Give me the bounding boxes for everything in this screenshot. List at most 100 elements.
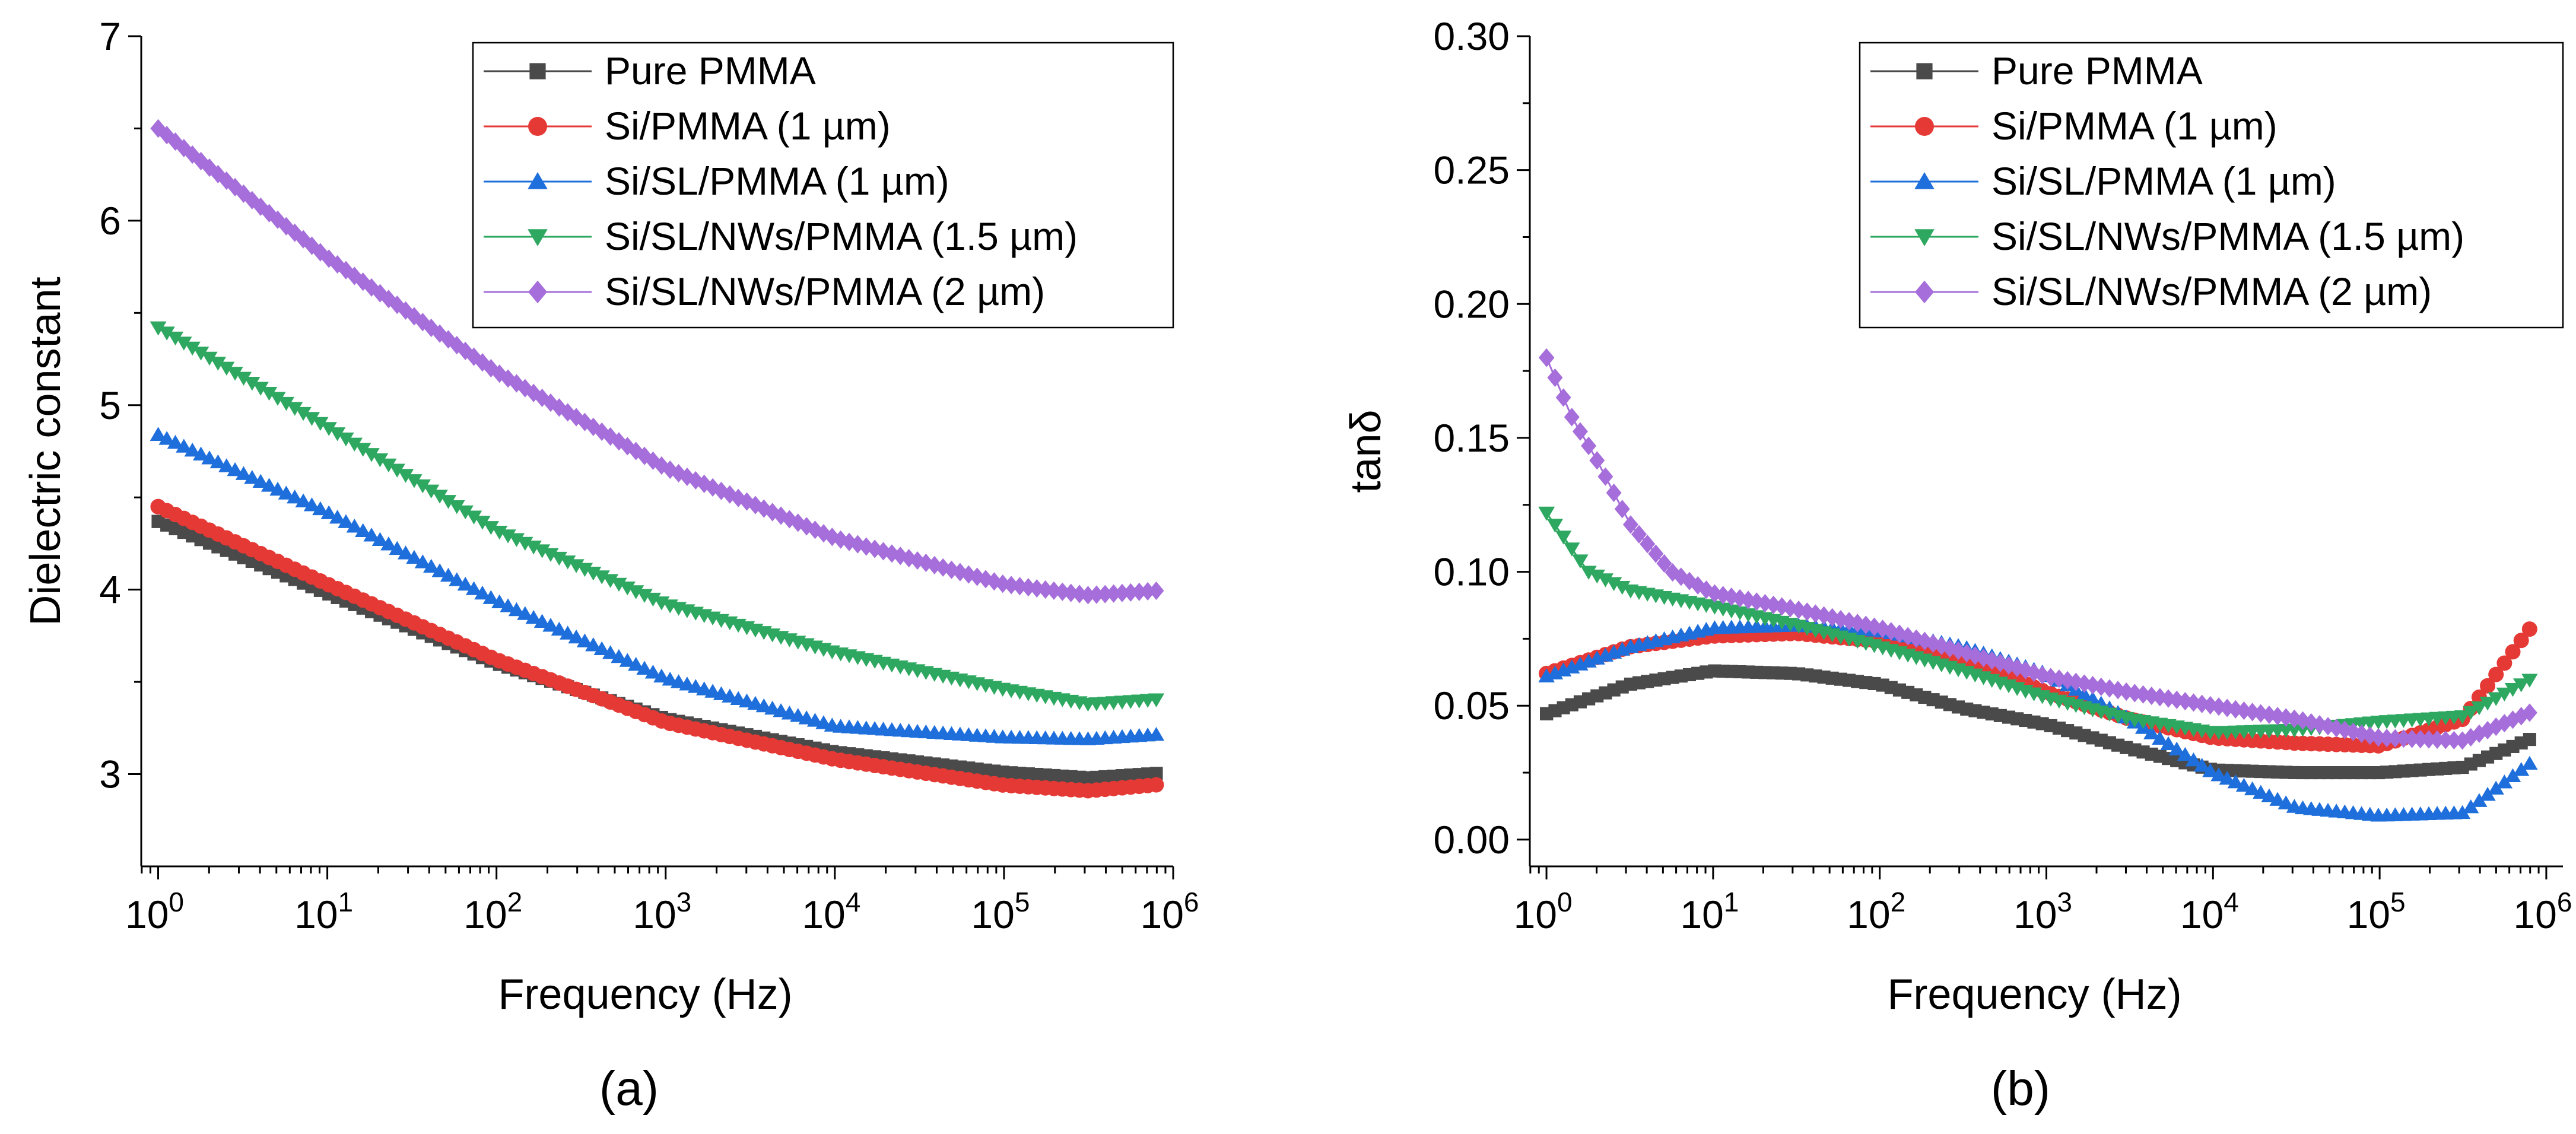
data-point (380, 458, 397, 473)
data-point (2143, 725, 2160, 739)
legend-label: Si/SL/NWs/PMMA (1.5 µm) (605, 214, 1078, 258)
data-point (585, 637, 602, 652)
data-point (611, 649, 627, 663)
data-point (525, 541, 542, 555)
x-tick-label: 103 (2013, 887, 2072, 936)
data-point (602, 645, 619, 659)
data-point (1149, 767, 1163, 780)
legend-marker (528, 117, 547, 136)
data-point (653, 668, 670, 683)
data-point (2110, 681, 2126, 700)
data-point (2505, 644, 2521, 660)
data-point (389, 295, 405, 315)
x-tick-label: 105 (971, 887, 1030, 936)
data-point (2523, 733, 2536, 747)
data-point (1656, 554, 1672, 573)
data-point (2152, 688, 2168, 707)
data-point (440, 567, 457, 582)
data-point (2161, 689, 2177, 708)
data-point (414, 479, 431, 494)
data-point (952, 563, 968, 582)
data-point (1046, 581, 1062, 600)
data-point (1547, 368, 1563, 387)
data-point (560, 625, 576, 640)
data-point (201, 158, 217, 177)
data-point (201, 450, 218, 465)
data-point (150, 427, 167, 441)
data-point (465, 510, 482, 525)
data-point (227, 462, 243, 477)
data-point (1631, 525, 1647, 544)
data-point (551, 621, 567, 636)
data-point (739, 492, 755, 511)
data-point (602, 574, 619, 588)
data-point (508, 533, 525, 547)
data-point (269, 392, 286, 406)
legend-marker (528, 280, 547, 304)
data-point (961, 565, 977, 584)
legend-label: Pure PMMA (1991, 49, 2203, 93)
data-point (611, 577, 627, 592)
data-point (705, 478, 721, 497)
data-point (167, 331, 184, 346)
data-point (1555, 531, 1572, 545)
data-point (1564, 542, 1580, 557)
data-point (2513, 633, 2529, 649)
data-point (449, 336, 465, 355)
data-point (449, 500, 465, 514)
x-tick-label: 101 (294, 887, 353, 936)
data-point (320, 422, 337, 436)
legend-marker (1914, 229, 1935, 246)
data-point (397, 545, 414, 560)
data-point (2504, 768, 2521, 783)
data-point (449, 572, 465, 586)
data-point (491, 594, 508, 609)
data-point (2244, 781, 2261, 796)
chart-panel-a: 3 4 5 6 7 100 101 102 103 104 105 106 Frequency (Hz)… (22, 14, 1199, 1116)
data-point (261, 386, 278, 401)
data-point (431, 490, 448, 504)
data-point (296, 230, 312, 249)
data-point (474, 585, 491, 600)
data-point (389, 463, 405, 478)
data-point (2143, 686, 2159, 706)
data-point (644, 665, 662, 679)
y-axis-label: Dielectric constant (22, 277, 69, 625)
data-point (2438, 730, 2454, 749)
data-point (2278, 795, 2294, 809)
data-point (533, 614, 551, 628)
data-point (525, 609, 542, 624)
y-tick-label: 0.15 (1434, 416, 1510, 460)
data-point (210, 164, 226, 184)
legend-marker (1915, 117, 1934, 136)
legend-box (1859, 42, 2564, 329)
data-point (2177, 747, 2193, 761)
data-point (2496, 655, 2513, 671)
legend-marker (528, 172, 548, 189)
data-point (2521, 674, 2538, 688)
data-point (2463, 706, 2479, 720)
y-tick-label: 3 (99, 752, 121, 796)
data-point (500, 529, 516, 544)
data-point (193, 151, 209, 171)
data-point (636, 589, 653, 603)
data-point (1555, 388, 1571, 407)
data-point (1816, 606, 1832, 625)
data-point (2471, 701, 2488, 716)
data-point (500, 369, 516, 388)
x-axis-label: Frequency (Hz) (1887, 971, 2181, 1018)
data-point (1933, 636, 1949, 656)
data-point (1581, 436, 1597, 455)
data-point (517, 536, 533, 551)
data-point (474, 516, 491, 530)
data-point (500, 598, 516, 612)
legend-label: Si/SL/NWs/PMMA (2 µm) (605, 269, 1045, 313)
data-point (227, 367, 243, 381)
data-point (2026, 663, 2042, 682)
data-point (636, 660, 653, 675)
data-point (807, 520, 823, 539)
data-point (1088, 585, 1104, 604)
data-point (1640, 535, 1656, 554)
data-point (2253, 784, 2269, 799)
data-point (533, 544, 551, 558)
